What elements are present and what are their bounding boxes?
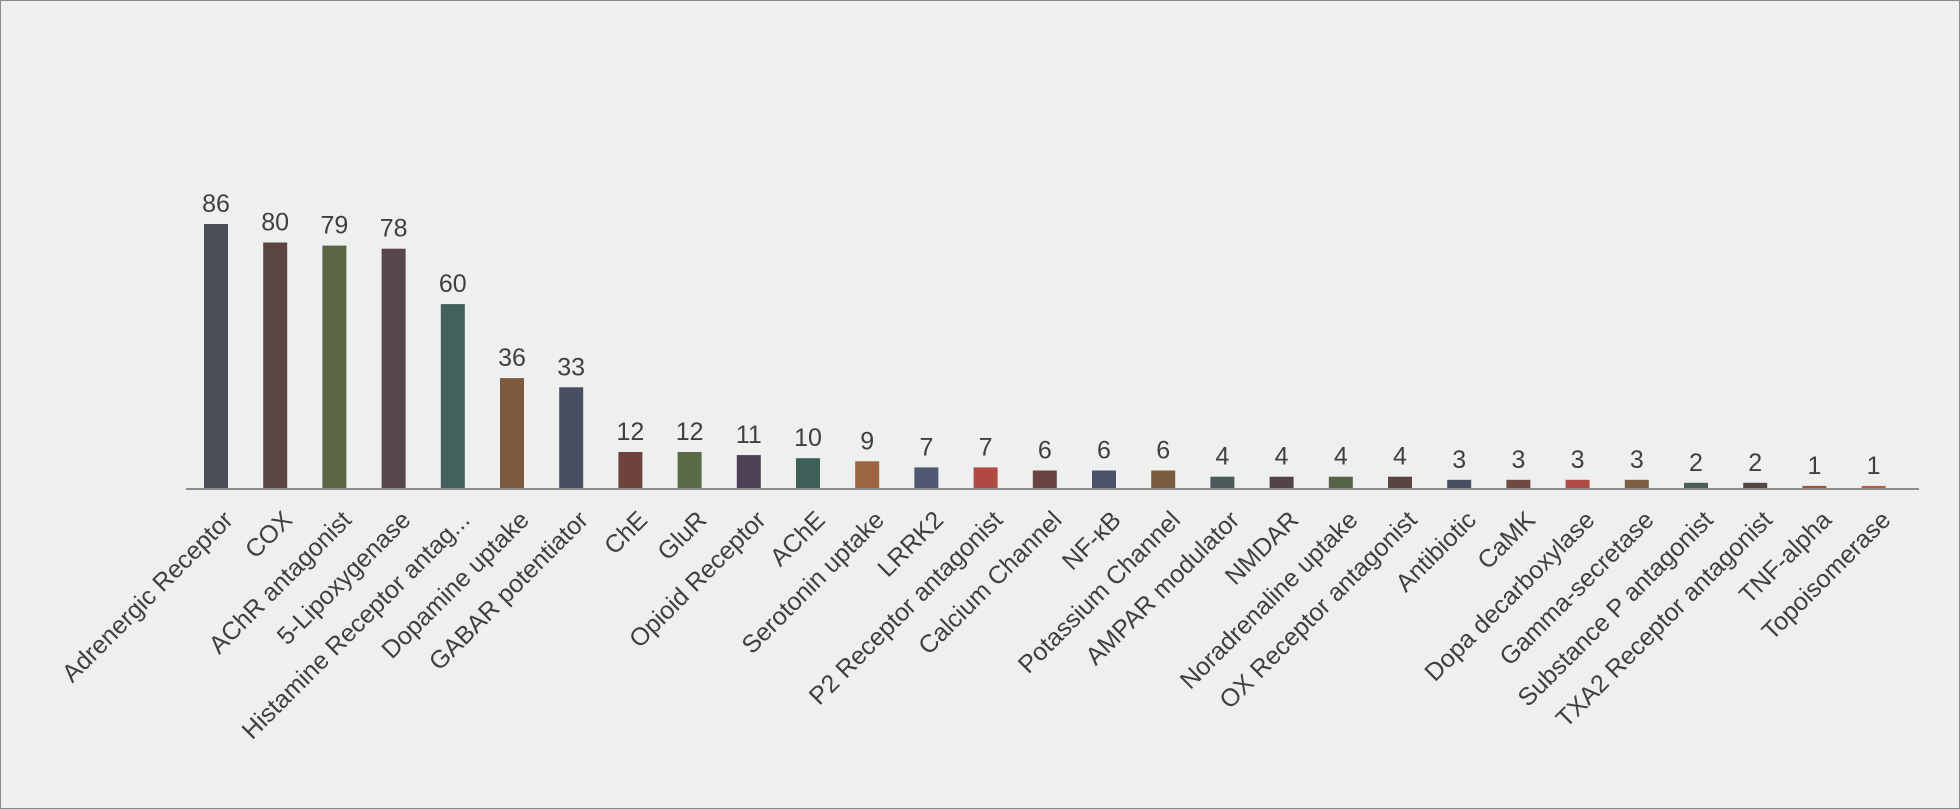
data-label: 1 (1867, 452, 1881, 480)
bar (1506, 479, 1531, 489)
x-tick-label: Adrenergic Receptor (57, 506, 239, 688)
data-label: 7 (979, 433, 993, 461)
bar (1743, 482, 1768, 489)
bar (263, 242, 288, 489)
data-label: 4 (1275, 443, 1289, 471)
data-label: 6 (1097, 437, 1111, 465)
data-label: 3 (1511, 446, 1525, 474)
bar (1861, 485, 1886, 489)
bars-group (204, 224, 1886, 489)
x-tick-label: ChE (599, 506, 653, 560)
bar (322, 245, 347, 489)
bar (855, 461, 880, 489)
bar (1151, 470, 1176, 489)
data-label: 2 (1689, 449, 1703, 477)
data-label: 3 (1630, 446, 1644, 474)
data-label: 79 (320, 212, 348, 240)
bar (736, 455, 761, 489)
data-label: 12 (616, 418, 644, 446)
bar (1032, 470, 1057, 489)
bar (1269, 476, 1294, 489)
bar (559, 387, 584, 489)
data-label: 7 (919, 433, 933, 461)
data-label: 4 (1393, 443, 1407, 471)
data-label: 3 (1571, 446, 1585, 474)
data-label: 60 (439, 270, 467, 298)
bar (381, 248, 406, 489)
data-label: 33 (557, 353, 585, 381)
bar (1565, 479, 1590, 489)
bar (677, 452, 702, 489)
bar (1684, 482, 1708, 489)
bar (796, 458, 820, 489)
bar (1210, 476, 1235, 489)
data-label: 78 (380, 215, 408, 243)
data-label: 11 (736, 421, 762, 449)
data-label: 6 (1156, 437, 1170, 465)
data-label: 10 (794, 424, 822, 452)
data-label: 80 (261, 209, 289, 237)
bar (440, 304, 465, 489)
bar (973, 467, 998, 489)
data-label: 86 (202, 190, 230, 218)
bar (1388, 476, 1412, 489)
bar (1447, 479, 1472, 489)
data-label: 36 (498, 344, 526, 372)
data-label: 4 (1334, 443, 1348, 471)
data-label: 2 (1748, 449, 1762, 477)
data-label: 3 (1452, 446, 1466, 474)
data-label: 4 (1215, 443, 1229, 471)
data-label: 12 (676, 418, 704, 446)
bar (1328, 476, 1353, 489)
data-label: 9 (860, 427, 874, 455)
bar (618, 452, 643, 489)
bar (1802, 485, 1827, 489)
bar (1624, 479, 1649, 489)
bar (914, 467, 939, 489)
data-label: 6 (1038, 437, 1052, 465)
bar (500, 378, 524, 489)
data-label: 1 (1807, 452, 1821, 480)
bar (204, 224, 228, 489)
bar (1092, 470, 1116, 489)
